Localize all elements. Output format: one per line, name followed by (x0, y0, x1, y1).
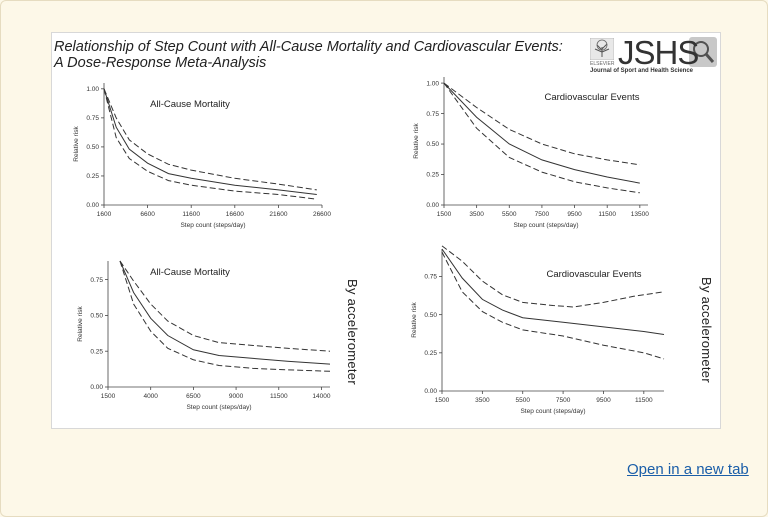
y-tick-label: 0.25 (424, 350, 437, 357)
logo-publisher: ELSEVIER (590, 61, 615, 67)
x-axis-label: Step count (steps/day) (186, 404, 251, 411)
chart-cardiovascular-events-bottom: 0.00 0.25 0.50 0.75 1500 3500 5500 7500 9500 1150… (388, 245, 678, 424)
x-tick-label: 11500 (598, 211, 616, 218)
chart-title: Cardiovascular Events (544, 92, 639, 103)
chart-svg: 0.00 0.25 0.50 0.75 1500 4000 6500 9000 11500 140… (77, 260, 331, 411)
x-tick-label: 6600 (140, 211, 155, 218)
logo-wordmark: JSHS (618, 34, 699, 71)
y-tick-label: 0.00 (86, 202, 99, 209)
x-tick-label: 9000 (229, 393, 244, 400)
x-tick-label: 11500 (635, 397, 653, 404)
x-tick-label: 16600 (226, 211, 244, 218)
x-tick-label: 1500 (437, 211, 452, 218)
y-tick-label: 0.50 (424, 312, 437, 319)
y-tick-label: 0.00 (424, 388, 437, 395)
y-axis-label: Relative risk (413, 123, 420, 159)
y-tick-label: 0.25 (90, 348, 103, 355)
x-axis-label: Step count (steps/day) (520, 408, 585, 415)
chart-all-cause-mortality-bottom: 0.00 0.25 0.50 0.75 1500 4000 6500 9000 11500 140… (70, 260, 345, 424)
x-tick-label: 21600 (269, 211, 287, 218)
confidence-interval-line (443, 82, 640, 166)
y-tick-label: 0.50 (90, 313, 103, 320)
chart-svg: 0.00 0.25 0.50 0.75 1.00 1600 6600 11600 16600 21… (73, 83, 331, 229)
y-axis-label: Relative risk (77, 306, 84, 342)
confidence-interval-line (103, 88, 317, 200)
x-tick-label: 26600 (313, 211, 331, 218)
y-tick-label: 0.25 (426, 172, 439, 179)
x-tick-label: 1600 (97, 211, 112, 218)
estimate-line (103, 88, 317, 195)
side-label-accelerometer-left: By accelerometer (345, 279, 360, 385)
y-tick-label: 0.00 (426, 202, 439, 209)
figure-title-line-1: Relationship of Step Count with All-Caus… (54, 39, 563, 55)
elsevier-tree-icon (590, 38, 614, 60)
confidence-interval-line (103, 88, 317, 191)
y-tick-label: 0.75 (424, 274, 437, 281)
x-tick-label: 1500 (101, 393, 116, 400)
y-tick-label: 1.00 (426, 80, 439, 87)
x-tick-label: 7500 (535, 211, 550, 218)
y-tick-label: 0.75 (426, 111, 439, 118)
estimate-line (443, 82, 640, 184)
open-in-new-tab-link[interactable]: Open in a new tab (627, 461, 749, 478)
x-tick-label: 5500 (515, 397, 530, 404)
figure-title: Relationship of Step Count with All-Caus… (54, 39, 563, 71)
zoom-lens-icon[interactable] (689, 37, 717, 67)
chart-cardiovascular-events-top: 0.00 0.25 0.50 0.75 1.00 1500 3500 5500 7500 9500… (392, 71, 662, 241)
y-tick-label: 0.50 (86, 144, 99, 151)
x-tick-label: 4000 (143, 393, 158, 400)
chart-svg: 0.00 0.25 0.50 0.75 1.00 1500 3500 5500 7500 9500… (413, 77, 649, 229)
x-tick-label: 7500 (556, 397, 571, 404)
x-tick-label: 5500 (502, 211, 517, 218)
confidence-interval-line (119, 260, 331, 352)
chart-all-cause-mortality-top: 0.00 0.25 0.50 0.75 1.00 1600 6600 11600 16600 21… (70, 77, 340, 242)
confidence-interval-line (443, 82, 640, 194)
figure-title-line-2: A Dose-Response Meta-Analysis (54, 55, 267, 71)
x-tick-label: 1500 (435, 397, 450, 404)
chart-title: Cardiovascular Events (546, 269, 641, 280)
x-tick-label: 9500 (567, 211, 582, 218)
confidence-interval-line (441, 251, 665, 360)
y-tick-label: 0.75 (90, 277, 103, 284)
journal-logo: ELSEVIER JSHS Journal of Sport and Healt… (588, 34, 718, 77)
y-tick-label: 0.75 (86, 115, 99, 122)
confidence-interval-line (441, 245, 665, 308)
y-tick-label: 1.00 (86, 86, 99, 93)
y-tick-label: 0.25 (86, 173, 99, 180)
y-tick-label: 0.00 (90, 384, 103, 391)
logo-subtitle: Journal of Sport and Health Science (590, 68, 694, 74)
y-axis-label: Relative risk (73, 126, 80, 162)
chart-svg: 0.00 0.25 0.50 0.75 1500 3500 5500 7500 9500 1150… (411, 245, 665, 415)
estimate-line (441, 248, 665, 335)
x-axis-label: Step count (steps/day) (513, 222, 578, 229)
chart-title: All-Cause Mortality (150, 267, 230, 278)
figure-image: Relationship of Step Count with All-Caus… (51, 32, 721, 429)
estimate-line (119, 260, 331, 365)
x-tick-label: 3500 (475, 397, 490, 404)
y-tick-label: 0.50 (426, 141, 439, 148)
x-tick-label: 9500 (596, 397, 611, 404)
x-tick-label: 3500 (469, 211, 484, 218)
y-axis-label: Relative risk (411, 302, 418, 338)
x-tick-label: 6500 (186, 393, 201, 400)
chart-title: All-Cause Mortality (150, 99, 230, 110)
x-tick-label: 13500 (631, 211, 649, 218)
x-tick-label: 14000 (312, 393, 330, 400)
x-tick-label: 11500 (270, 393, 288, 400)
side-label-accelerometer-right: By accelerometer (699, 277, 714, 383)
confidence-interval-line (119, 260, 331, 372)
x-axis-label: Step count (steps/day) (180, 222, 245, 229)
x-tick-label: 11600 (182, 211, 200, 218)
